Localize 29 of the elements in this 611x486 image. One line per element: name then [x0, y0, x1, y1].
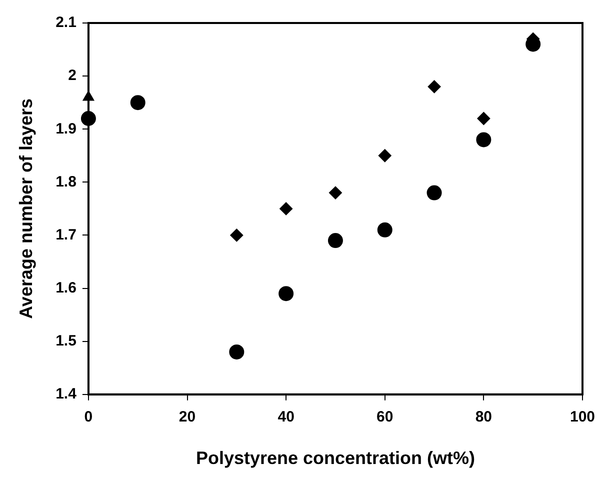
point — [377, 222, 392, 238]
y-axis-title: Average number of layers — [16, 98, 36, 319]
point — [378, 149, 392, 162]
x-tick-label: 40 — [278, 408, 294, 426]
point — [428, 80, 441, 94]
point — [230, 228, 244, 242]
point — [229, 344, 244, 360]
x-tick-label: 0 — [84, 408, 93, 426]
x-tick-label: 60 — [376, 408, 394, 426]
y-tick-label: 1.4 — [56, 386, 78, 403]
x-tick-label: 80 — [475, 408, 492, 426]
point — [477, 112, 490, 126]
x-tick-label: 100 — [570, 408, 595, 426]
x-tick-label: 20 — [178, 408, 196, 426]
y-tick-label: 2.1 — [56, 14, 76, 32]
point — [130, 95, 146, 110]
y-tick-label: 1.6 — [56, 279, 76, 296]
point — [328, 233, 343, 248]
x-axis-title: Polystyrene concentration (wt%) — [196, 448, 475, 468]
y-tick-label: 1.8 — [56, 173, 76, 190]
point — [278, 286, 294, 302]
y-tick-label: 1.7 — [56, 226, 76, 244]
point — [280, 202, 293, 216]
y-tick-label: 2 — [68, 67, 76, 84]
point — [476, 132, 492, 148]
y-tick-label: 1.9 — [56, 120, 76, 138]
point — [426, 185, 442, 200]
point — [328, 186, 342, 200]
y-tick-label: 1.5 — [56, 332, 76, 350]
